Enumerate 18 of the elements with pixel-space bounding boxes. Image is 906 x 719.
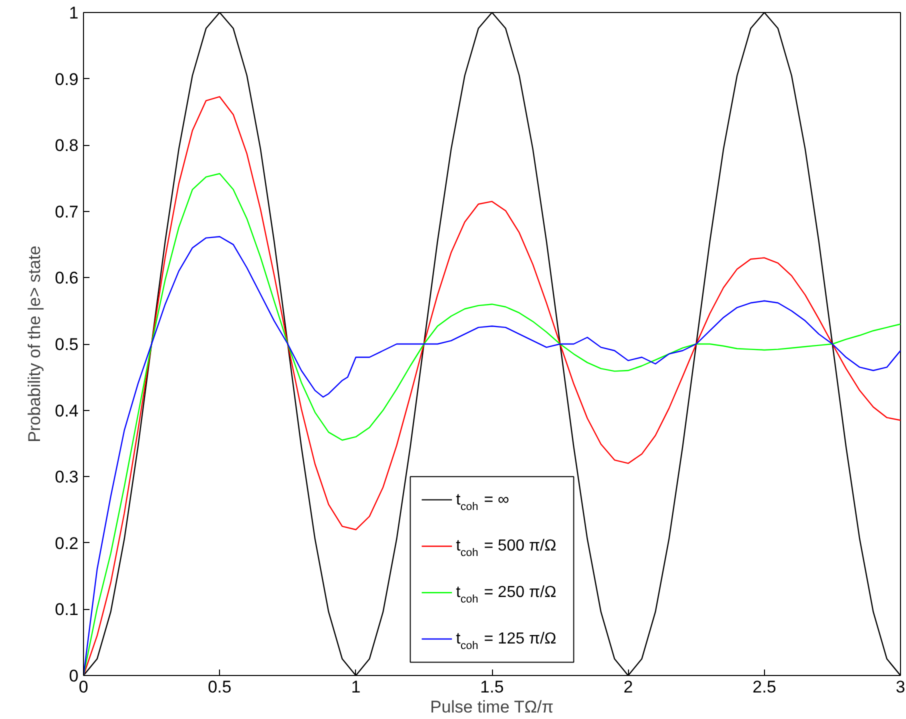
y-tick-label: 0.5 [54,335,79,354]
x-tick-label: 2.5 [752,678,776,696]
x-tick-label: 1.5 [480,678,504,696]
y-tick-label: 0.3 [54,468,79,487]
x-tick-label: 1 [351,678,361,696]
y-tick-label: 0.6 [54,268,79,288]
y-tick-label: 0.7 [54,202,79,222]
y-tick-label: 0.8 [54,136,79,156]
y-axis-title: Probability of the |e> state [24,246,44,442]
x-axis-title: Pulse time TΩ/π [430,698,554,716]
y-tick-label: 0.4 [54,401,79,420]
x-tick-label: 0.5 [208,678,232,696]
y-tick-label: 1 [69,4,79,22]
y-tick-label: 0.1 [54,600,79,620]
x-tick-label: 3 [896,678,906,696]
y-tick-label: 0.2 [54,534,79,553]
y-tick-label: 0.9 [54,70,79,89]
x-tick-label: 2 [623,678,633,696]
